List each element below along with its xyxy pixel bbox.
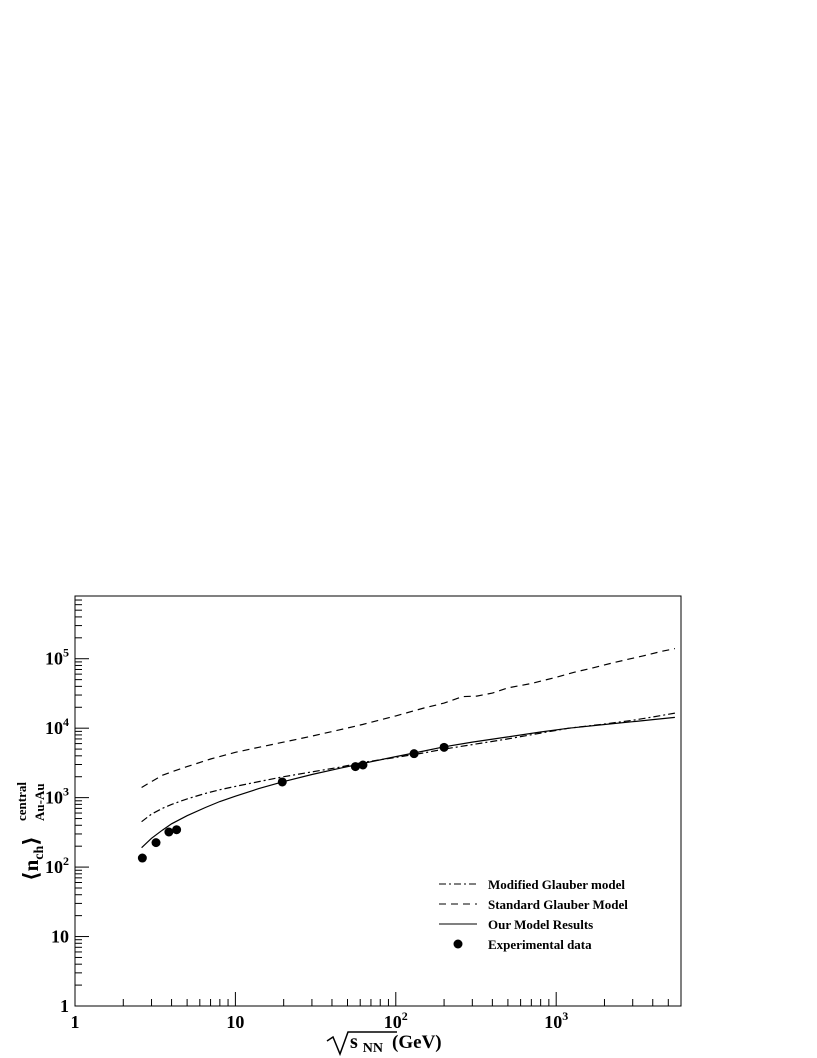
tick-labels: 1 10 102 103 1 10 102 103 104 105	[45, 646, 568, 1032]
data-point	[439, 742, 449, 752]
sqrt-symbol	[326, 1031, 397, 1057]
svg-text:⟨nch⟩: ⟨nch⟩	[19, 836, 47, 881]
x-axis-title: s NN (GeV)	[326, 1031, 442, 1057]
y-axis-n: n	[19, 859, 43, 871]
legend-swatch-experimental	[453, 939, 463, 949]
y-tick-label: 105	[45, 646, 69, 669]
legend-label-experimental: Experimental data	[488, 937, 592, 952]
series-our-model	[141, 716, 675, 849]
data-point	[409, 749, 419, 759]
legend: Modified Glauber model Standard Glauber …	[439, 877, 628, 952]
legend-label-modified-glauber: Modified Glauber model	[488, 877, 625, 892]
x-axis-unit: (GeV)	[392, 1032, 442, 1053]
series-layer	[141, 648, 676, 849]
data-point	[164, 827, 174, 837]
x-tick-label: 102	[384, 1009, 408, 1032]
legend-label-standard-glauber: Standard Glauber Model	[488, 897, 628, 912]
x-tick-label: 1	[71, 1012, 80, 1032]
x-tick-label: 103	[544, 1009, 568, 1032]
data-point	[151, 838, 161, 848]
y-axis-title: ⟨nch⟩ central Au-Au	[14, 782, 47, 881]
y-axis-subscript: Au-Au	[32, 783, 47, 821]
data-point	[277, 777, 287, 787]
y-tick-label: 103	[45, 785, 69, 808]
y-tick-label: 10	[51, 927, 69, 947]
data-point	[358, 760, 368, 770]
y-axis-superscript: central	[14, 782, 29, 821]
legend-label-our-model: Our Model Results	[488, 917, 593, 932]
axis-ticks	[74, 595, 682, 1007]
y-axis-n-subscript: ch	[32, 845, 47, 859]
svg-text:s NN (GeV): s NN (GeV)	[350, 1031, 442, 1057]
y-tick-label: 102	[45, 854, 69, 877]
y-axis-rangle: ⟩	[19, 836, 43, 846]
y-tick-label: 1	[60, 996, 69, 1016]
x-axis-subscript: NN	[363, 1041, 383, 1056]
y-axis-langle: ⟨	[19, 871, 43, 881]
series-modified-glauber	[141, 712, 676, 823]
x-tick-label: 10	[226, 1012, 244, 1032]
y-tick-label: 104	[45, 715, 69, 738]
data-point	[350, 762, 360, 772]
data-point	[137, 853, 147, 863]
data-points	[137, 742, 449, 863]
x-axis-s: s	[350, 1031, 358, 1053]
data-point	[172, 825, 182, 835]
series-standard-glauber	[141, 648, 676, 789]
